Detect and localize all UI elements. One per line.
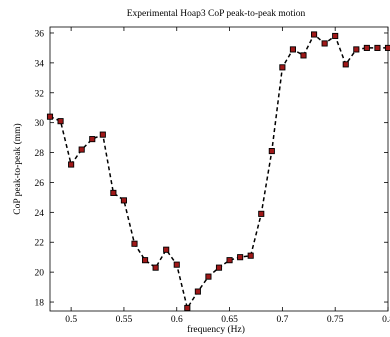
chart-title: Experimental Hoap3 CoP peak-to-peak moti…	[127, 9, 306, 19]
data-point	[184, 304, 191, 312]
data-point	[258, 210, 265, 217]
data-point	[99, 131, 106, 138]
x-tick-label: 0.8	[382, 315, 390, 325]
y-tick-label: 20	[35, 269, 45, 279]
data-point	[247, 252, 254, 259]
data-point	[46, 113, 54, 120]
data-point	[89, 136, 96, 143]
series-markers	[46, 31, 390, 312]
data-point	[194, 288, 201, 295]
data-point	[374, 44, 381, 51]
data-point	[237, 254, 244, 261]
x-tick-label: 0.75	[327, 315, 344, 325]
x-tick-label: 0.5	[65, 315, 77, 325]
data-point	[384, 44, 390, 51]
x-tick-label: 0.7	[276, 315, 288, 325]
y-axis-label: CoP peak-to-peak (mm)	[12, 123, 23, 214]
y-tick-label: 34	[35, 59, 45, 69]
data-point	[110, 189, 117, 196]
data-point	[268, 148, 275, 155]
y-tick-label: 28	[35, 149, 45, 159]
data-point	[205, 273, 212, 280]
x-axis-label: frequency (Hz)	[187, 324, 245, 335]
data-point	[300, 52, 307, 59]
data-point	[353, 46, 360, 53]
x-tick-label: 0.55	[116, 315, 133, 325]
y-tick-label: 30	[35, 119, 45, 129]
data-point	[163, 246, 170, 253]
data-point	[289, 46, 296, 53]
data-point	[215, 264, 223, 271]
data-point	[279, 64, 286, 71]
y-tick-label: 32	[35, 89, 45, 99]
data-point	[142, 257, 149, 264]
data-point	[131, 240, 138, 247]
data-point	[332, 32, 339, 40]
data-point	[363, 44, 370, 51]
y-tick-label: 22	[35, 239, 45, 249]
y-tick-label: 24	[35, 209, 45, 219]
y-tick-label: 18	[35, 299, 45, 309]
data-point	[78, 146, 85, 153]
y-tick-label: 26	[35, 179, 45, 189]
x-axis: 0.5 0.55 0.6 0.65 0.7 0.75 0.8	[65, 27, 390, 325]
data-point	[173, 261, 180, 268]
data-point	[321, 40, 328, 47]
data-point	[120, 197, 127, 204]
data-point	[226, 257, 233, 264]
data-point	[342, 61, 349, 68]
x-tick-label: 0.6	[171, 315, 183, 325]
plot-area	[49, 26, 389, 312]
data-point	[152, 264, 159, 271]
data-point	[68, 161, 75, 168]
data-point	[311, 31, 318, 38]
y-axis: 18 20 22 24 26 28 30 32 34 36	[35, 29, 388, 309]
x-tick-label: 0.65	[221, 315, 238, 325]
data-point	[57, 118, 64, 125]
y-tick-label: 36	[35, 29, 45, 39]
